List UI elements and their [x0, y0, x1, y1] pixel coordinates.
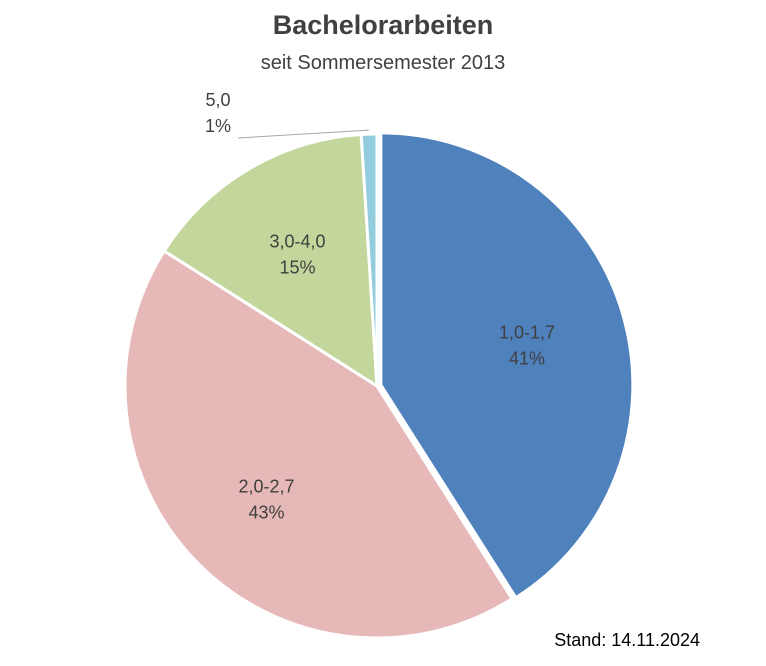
- slice-label: 2,0-2,7: [238, 476, 294, 496]
- leader-line: [237, 129, 370, 139]
- date-stamp: Stand: 14.11.2024: [554, 630, 700, 650]
- slice-label: 1,0-1,7: [499, 322, 555, 342]
- pie-slice-1,0-1,7: [379, 131, 635, 600]
- chart-title: Bachelorarbeiten: [272, 10, 494, 40]
- slice-percent-label: 1%: [205, 116, 231, 136]
- slice-percent-label: 15%: [279, 258, 315, 278]
- pie-slice-3,0-4,0: [162, 132, 379, 389]
- chart-subtitle: seit Sommersemester 2013: [260, 52, 506, 74]
- slice-label: 3,0-4,0: [269, 232, 325, 252]
- pie-slice-2,0-2,7: [123, 248, 515, 640]
- slice-percent-label: 43%: [249, 502, 285, 522]
- slice-label: 5,0: [205, 90, 230, 110]
- slice-percent-label: 41%: [509, 348, 545, 368]
- pie-slice-5,0: [359, 132, 379, 387]
